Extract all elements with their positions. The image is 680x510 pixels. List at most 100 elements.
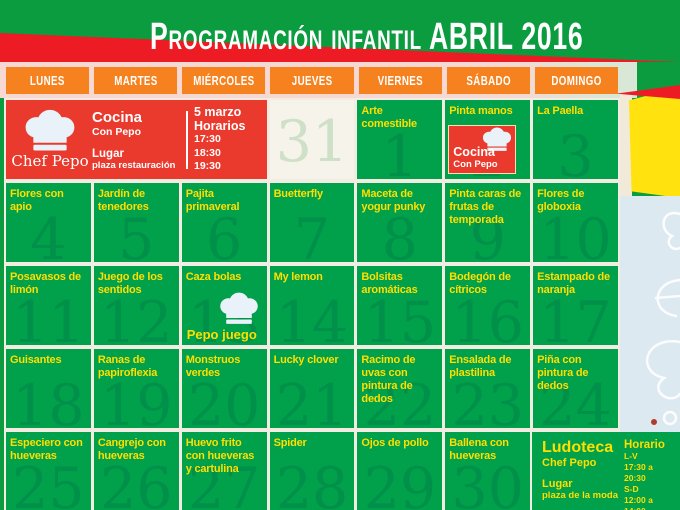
weekday-header: JUEVES <box>270 67 354 94</box>
day-number: 14 <box>275 290 349 346</box>
day-cell-22: Racimo de uvas con pintura de dedos 22 <box>357 349 443 428</box>
activity-label: Pajita primaveral <box>185 188 240 213</box>
day-number: 9 <box>469 207 506 263</box>
weekday-header: VIERNES <box>358 67 442 94</box>
ludoteca-schedule-line: S-D <box>624 484 639 495</box>
activity-label: Cangrejo con hueveras <box>97 437 166 462</box>
day-cell-20: Monstruos verdes 20 <box>181 349 267 428</box>
day-number: 19 <box>100 373 173 429</box>
weekday-label: LUNES <box>30 73 66 88</box>
day-cell-9: Pinta caras de frutas de temporada 9 <box>445 183 531 263</box>
banner-divider <box>186 110 188 169</box>
ludoteca-schedule-line: 17:30 a 20:30 <box>624 462 653 484</box>
day-cell-18: Guisantes 18 <box>6 349 91 428</box>
overlay-title: Cocina <box>453 145 495 159</box>
activity-label: Flores de globoxia <box>537 188 585 213</box>
cocina-banner: Chef Pepo Cocina Con Pepo Lugar plaza re… <box>6 100 267 179</box>
activity-label: La Paella <box>537 105 584 117</box>
day-cell-11: Posavasos de limón 11 <box>6 266 91 345</box>
weekday-label: VIERNES <box>377 73 423 88</box>
page-title: Programación infantil ABRIL 2016 <box>150 16 584 58</box>
activity-label: Buetterfly <box>273 188 324 200</box>
day-number: 6 <box>206 207 243 263</box>
activity-label: Ranas de papiroflexia <box>97 354 158 379</box>
activity-label: Bodegón de cítricos <box>449 271 511 296</box>
activity-label: Racimo de uvas con pintura de dedos <box>361 354 416 405</box>
ludoteca-place-label: Lugar <box>542 478 573 490</box>
ludoteca-schedule: Horario L-V 17:30 a 20:30 S-D 12:00 a 14… <box>624 439 676 510</box>
banner-place-label: Lugar <box>92 147 124 160</box>
calendar-grid: Chef Pepo Cocina Con Pepo Lugar plaza re… <box>4 98 620 510</box>
day-cell-13: Caza bolas 13 Pepo juego <box>181 266 267 345</box>
day-cell-4: Flores con apio 4 <box>6 183 91 262</box>
doodle-outline-icon <box>646 211 680 426</box>
activity-label: Estampado de naranja <box>537 271 610 296</box>
day-cell-12: Juego de los sentidos 12 <box>93 266 179 346</box>
weekday-header: LUNES <box>6 67 90 94</box>
activity-label: Pinta caras de frutas de temporada <box>449 188 522 226</box>
day-cell-31: 31 <box>269 100 355 179</box>
banner-activity-sub: Con Pepo <box>92 125 141 138</box>
day-number: 25 <box>12 456 85 510</box>
chef-hat-icon <box>25 109 75 151</box>
banner-time: 17:30 <box>194 133 221 146</box>
activity-label: Posavasos de limón <box>10 271 81 296</box>
day-cell-6: Pajita primaveral 6 <box>181 183 267 263</box>
day-number: 28 <box>275 456 349 510</box>
day-number: 21 <box>275 373 349 429</box>
day-number: 24 <box>539 373 612 429</box>
weekday-label: MIÉRCOLES <box>193 73 255 88</box>
activity-label: Arte comestible <box>361 105 417 130</box>
logo-text: Chef Pepo <box>11 152 89 171</box>
activity-label: Piña con pintura de dedos <box>537 354 589 392</box>
day-cell-19: Ranas de papiroflexia 19 <box>93 349 179 429</box>
banner-date: 5 marzo <box>194 105 242 120</box>
day-number: 18 <box>12 373 85 429</box>
day-cell-28: Spider 28 <box>269 432 355 510</box>
day-number: 11 <box>12 290 85 346</box>
day-cell-7: Buetterfly 7 <box>269 183 355 263</box>
weekday-row: LUNES MARTES MIÉRCOLES JUEVES VIERNES SÁBADO D… <box>6 67 618 94</box>
weekday-header: DOMINGO <box>534 67 618 94</box>
yellow-block <box>629 87 680 198</box>
chef-hat-icon <box>483 127 512 151</box>
activity-label: Juego de los sentidos <box>97 271 163 296</box>
day-cell-5: Jardín de tenedores 5 <box>93 183 179 263</box>
activity-label: Caza bolas <box>185 271 242 283</box>
day-cell-3: La Paella 3 <box>533 100 618 179</box>
day-cell-30: Ballena con hueveras 30 <box>445 432 531 510</box>
ludoteca-title: Ludoteca <box>542 439 614 456</box>
cream-strip <box>620 92 632 198</box>
doodle-panel <box>620 196 680 432</box>
chef-hat-icon <box>219 292 258 324</box>
activity-label: Guisantes <box>10 354 62 366</box>
day-number: 8 <box>381 207 418 263</box>
day-number: 15 <box>363 290 437 346</box>
activity-label: Huevo frito con hueveras y cartulina <box>185 437 255 475</box>
day-number: 12 <box>100 290 173 346</box>
banner-info: Cocina Con Pepo Lugar plaza restauración <box>92 109 180 171</box>
activity-label: Pinta manos <box>449 105 513 117</box>
day-number: 7 <box>293 207 331 263</box>
day-cell-29: Ojos de pollo 29 <box>357 432 443 510</box>
ludoteca-info: Ludoteca Chef Pepo Lugar plaza de la mod… <box>542 439 624 505</box>
day-number: 10 <box>539 207 612 263</box>
day-number: 4 <box>30 207 67 263</box>
ludoteca-place: plaza de la moda <box>542 490 619 501</box>
pepo-juego-label: Pepo juego <box>186 327 257 342</box>
day-cell-21: Lucky clover 21 <box>269 349 355 429</box>
activity-label: Maceta de yogur punky <box>361 188 426 213</box>
day-cell-15: Bolsitas aromáticas 15 <box>357 266 443 346</box>
banner-times-label: Horarios <box>194 119 246 134</box>
banner-time: 19:30 <box>194 160 221 173</box>
day-cell-1: Arte comestible 1 <box>357 100 443 179</box>
day-number: 5 <box>118 207 155 263</box>
weekday-label: JUEVES <box>291 73 333 88</box>
banner-activity: Cocina <box>92 108 143 126</box>
day-cell-2: Pinta manos2CocinaCon Pepo <box>445 100 531 179</box>
ludoteca-schedule-line: L-V <box>624 451 638 461</box>
day-cell-10: Flores de globoxia 10 <box>533 183 618 262</box>
activity-label: Especiero con hueveras <box>10 437 83 462</box>
day-cell-17: Estampado de naranja 17 <box>533 266 618 345</box>
